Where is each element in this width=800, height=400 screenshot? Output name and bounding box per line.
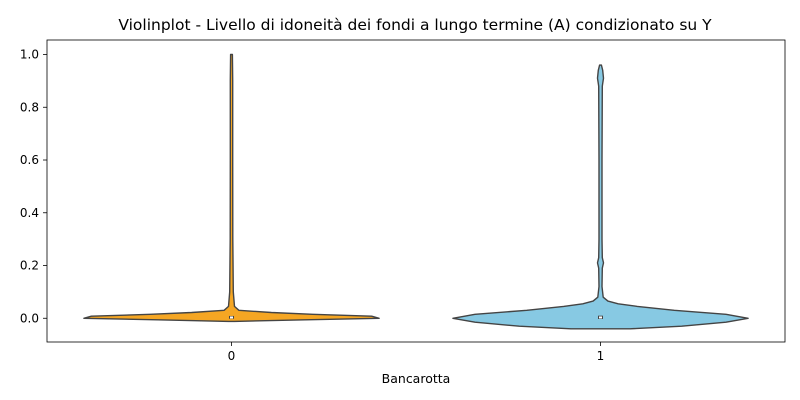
violin-body-1 <box>452 64 749 330</box>
y-tick-label: 0.6 <box>20 153 39 167</box>
y-axis: 0.0 0.2 0.4 0.6 0.8 1.0 <box>20 48 47 325</box>
violin-median-1 <box>599 316 602 319</box>
x-tick-label: 0 <box>228 349 236 363</box>
violins-layer <box>83 53 749 330</box>
violin-median-0 <box>230 316 233 319</box>
y-tick-label: 0.2 <box>20 259 39 273</box>
plot-frame <box>46 39 786 343</box>
violin-body-0 <box>83 53 380 323</box>
y-tick-label: 1.0 <box>20 48 39 62</box>
y-tick-label: 0.8 <box>20 100 39 114</box>
y-tick-label: 0.0 <box>20 311 39 325</box>
y-tick-label: 0.4 <box>20 206 39 220</box>
x-axis-title: Bancarotta <box>382 371 451 386</box>
x-tick-label: 1 <box>597 349 605 363</box>
chart-title: Violinplot - Livello di idoneità dei fon… <box>118 16 712 34</box>
